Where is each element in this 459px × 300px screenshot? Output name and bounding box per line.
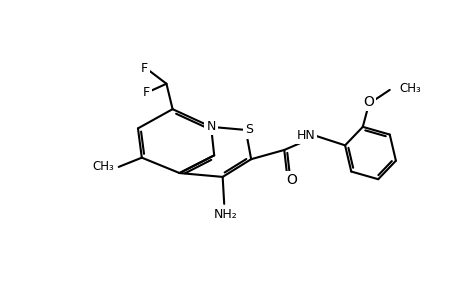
Text: HN: HN <box>296 129 314 142</box>
Text: N: N <box>206 120 215 134</box>
Text: CH₃: CH₃ <box>398 82 420 95</box>
Text: O: O <box>285 173 296 187</box>
Text: F: F <box>143 86 150 99</box>
Text: CH₃: CH₃ <box>92 160 114 173</box>
Text: NH₂: NH₂ <box>213 208 237 221</box>
Text: O: O <box>363 95 374 109</box>
Text: S: S <box>244 123 252 136</box>
Text: F: F <box>140 62 147 75</box>
